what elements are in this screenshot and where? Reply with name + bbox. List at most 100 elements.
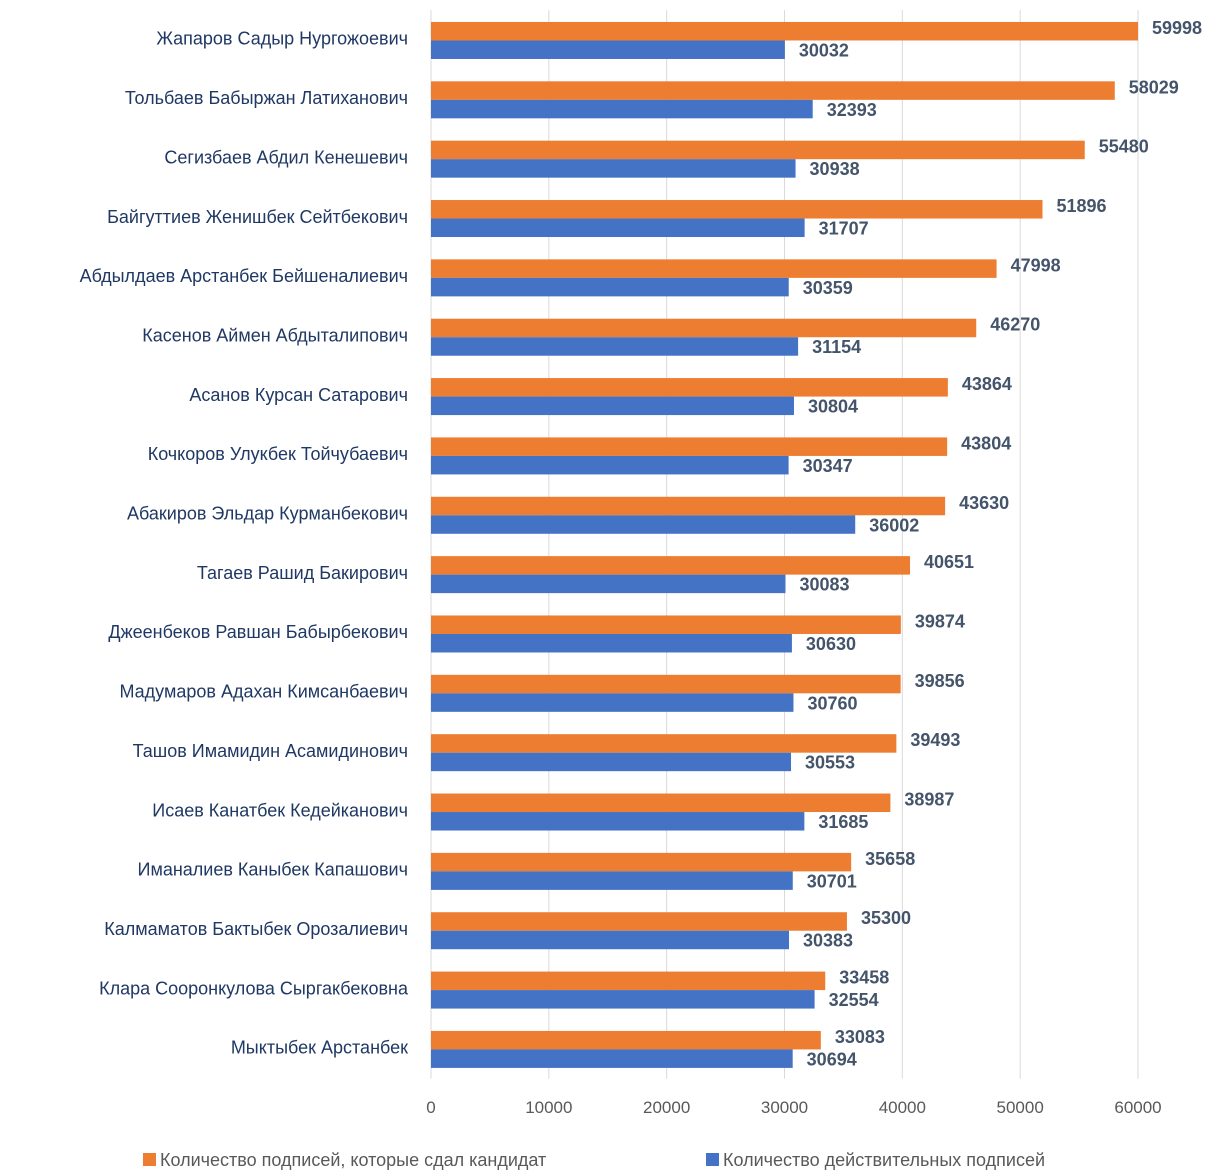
value-label: 40651 <box>924 552 974 572</box>
bar <box>431 674 901 694</box>
category-label: Мадумаров Адахан Кимсанбаевич <box>119 682 408 702</box>
bar <box>431 556 911 575</box>
bar <box>431 396 794 416</box>
value-label: 30359 <box>803 278 853 298</box>
legend-label: Количество действительных подписей <box>723 1150 1045 1170</box>
value-label: 30701 <box>807 871 857 891</box>
bar <box>431 140 1085 160</box>
category-label: Иманалиев Каныбек Капашович <box>138 860 408 880</box>
value-label: 31154 <box>812 337 861 357</box>
bar <box>431 496 946 516</box>
legend-swatch <box>143 1153 156 1166</box>
bar <box>431 812 805 831</box>
category-label: Жапаров Садыр Нургожоевич <box>156 29 408 49</box>
legend-label: Количество подписей, которые сдал кандид… <box>160 1150 546 1170</box>
bar <box>431 871 793 890</box>
value-label: 31707 <box>819 219 869 239</box>
category-label: Ташов Имамидин Асамидинович <box>133 741 408 761</box>
value-label: 59998 <box>1152 18 1202 38</box>
category-label: Мыктыбек Арстанбек <box>231 1038 408 1058</box>
bar <box>431 259 997 278</box>
bar <box>431 200 1043 219</box>
bar <box>431 574 786 594</box>
value-label: 32393 <box>827 100 877 120</box>
value-label: 58029 <box>1129 77 1179 97</box>
bar <box>431 455 789 475</box>
value-label: 30083 <box>799 575 849 595</box>
bar <box>431 437 948 456</box>
value-label: 30760 <box>807 693 857 713</box>
category-label: Кочкоров Улукбек Тойчубаевич <box>148 444 408 464</box>
value-label: 36002 <box>869 515 919 535</box>
bar <box>431 318 977 338</box>
category-label: Абдылдаев Арстанбек Бейшеналиевич <box>80 266 408 286</box>
value-label: 35658 <box>865 849 915 869</box>
value-label: 39493 <box>910 730 960 750</box>
category-label: Сегизбаев Абдил Кенешевич <box>164 147 408 167</box>
x-tick-label: 40000 <box>879 1098 926 1117</box>
bar <box>431 81 1115 100</box>
category-label: Исаев Канатбек Кедейканович <box>152 800 408 820</box>
category-label: Тольбаев Бабыржан Латиханович <box>125 88 408 108</box>
x-tick-label: 50000 <box>997 1098 1044 1117</box>
bar <box>431 1030 821 1050</box>
value-label: 39856 <box>915 671 965 691</box>
x-tick-label: 60000 <box>1114 1098 1161 1117</box>
bar <box>431 852 852 872</box>
bar <box>431 752 792 772</box>
bar <box>431 793 891 813</box>
category-label: Джеенбеков Равшан Бабырбекович <box>108 622 408 642</box>
x-tick-label: 0 <box>426 1098 435 1117</box>
value-label: 30347 <box>803 456 853 476</box>
bar <box>431 159 796 178</box>
value-label: 31685 <box>818 812 868 832</box>
bar <box>431 734 897 753</box>
bar <box>431 99 813 119</box>
category-label: Абакиров Эльдар Курманбекович <box>127 504 408 524</box>
x-tick-label: 20000 <box>643 1098 690 1117</box>
bar <box>431 337 799 356</box>
value-label: 32554 <box>829 990 879 1010</box>
bar <box>431 930 790 950</box>
bar <box>431 971 826 991</box>
bar <box>431 633 792 653</box>
category-label: Тагаев Рашид Бакирович <box>197 563 408 583</box>
value-label: 33083 <box>835 1027 885 1047</box>
value-label: 35300 <box>861 908 911 928</box>
bar <box>431 218 805 238</box>
bar <box>431 277 789 297</box>
value-label: 43804 <box>961 433 1011 453</box>
category-label: Клара Сооронкулова Сыргакбековна <box>99 978 409 998</box>
value-label: 47998 <box>1011 255 1061 275</box>
bar <box>431 21 1138 41</box>
bar <box>431 378 948 397</box>
value-label: 38987 <box>904 790 954 810</box>
value-label: 43864 <box>962 374 1012 394</box>
x-tick-label: 10000 <box>525 1098 572 1117</box>
value-label: 30032 <box>799 40 849 60</box>
value-label: 30938 <box>810 159 860 179</box>
bar <box>431 515 856 534</box>
legend-swatch <box>706 1153 719 1166</box>
value-label: 30694 <box>807 1049 857 1069</box>
value-label: 55480 <box>1099 137 1149 157</box>
category-label: Асанов Курсан Сатарович <box>189 385 408 405</box>
value-label: 33458 <box>839 968 889 988</box>
category-label: Касенов Аймен Абдыталипович <box>142 325 408 345</box>
bar <box>431 615 901 634</box>
value-label: 43630 <box>959 493 1009 513</box>
bar <box>431 912 847 931</box>
category-label: Байгуттиев Женишбек Сейтбекович <box>107 207 408 227</box>
value-label: 30383 <box>803 931 853 951</box>
x-tick-label: 30000 <box>761 1098 808 1117</box>
value-label: 51896 <box>1057 196 1107 216</box>
bar <box>431 1049 793 1068</box>
category-label: Калмаматов Бактыбек Орозалиевич <box>104 919 408 939</box>
bar <box>431 693 794 712</box>
value-label: 30553 <box>805 753 855 773</box>
bar <box>431 990 815 1009</box>
value-label: 39874 <box>915 611 965 631</box>
value-label: 30630 <box>806 634 856 654</box>
bar <box>431 40 785 59</box>
